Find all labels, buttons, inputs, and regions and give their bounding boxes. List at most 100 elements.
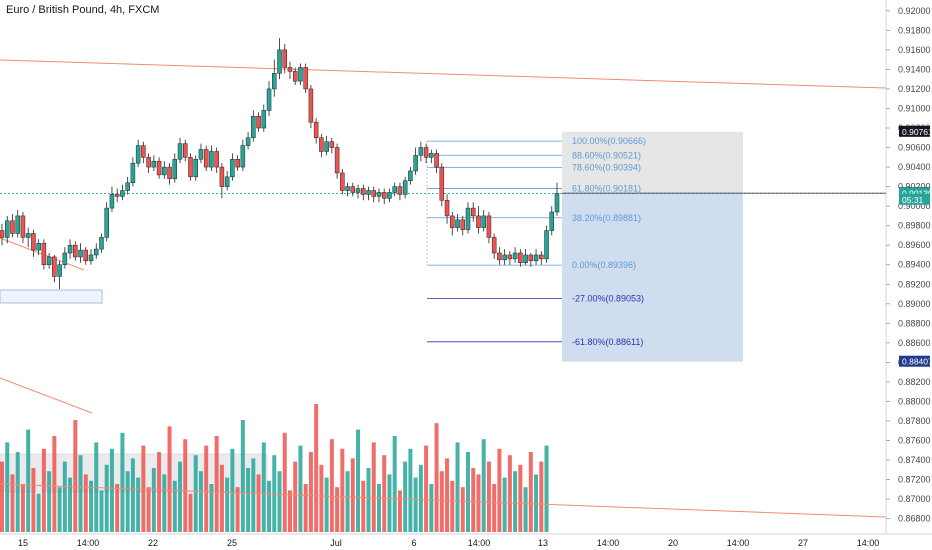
- y-tick-label: 0.88600: [898, 338, 931, 348]
- candle-down: [41, 242, 47, 265]
- volume-bar: [115, 484, 120, 532]
- price-badge: [899, 187, 930, 199]
- volume-bar: [345, 471, 350, 532]
- volume-bar: [20, 484, 25, 532]
- candle-up: [502, 254, 507, 261]
- volume-bar: [78, 455, 83, 532]
- volume-bar: [518, 464, 523, 532]
- candle-down: [10, 220, 15, 234]
- candle-up: [345, 186, 350, 191]
- fib-level-label: 61.80%(0.90181): [572, 183, 641, 193]
- volume-bar: [319, 464, 324, 532]
- y-tick-label: 0.88000: [898, 396, 931, 406]
- candle-down: [528, 254, 534, 262]
- y-tick-label: 0.90000: [898, 201, 931, 211]
- fib-level-label: 38.20%(0.89881): [572, 213, 641, 223]
- candle-up: [104, 207, 109, 238]
- y-tick-label: 0.91600: [898, 45, 931, 55]
- candle-down: [20, 215, 26, 238]
- lower-trend-line: [0, 483, 887, 518]
- volume-bar: [324, 477, 329, 532]
- candle-down: [83, 249, 89, 262]
- candle-up: [366, 190, 371, 195]
- candle-down: [434, 153, 439, 168]
- x-tick-label: 15: [18, 538, 28, 548]
- y-tick-label: 0.91800: [898, 25, 931, 35]
- volume-bar: [476, 474, 481, 532]
- candle-down: [52, 256, 57, 277]
- y-tick-label: 0.90400: [898, 162, 931, 172]
- candle-up: [209, 151, 214, 168]
- volume-bar: [513, 471, 518, 532]
- candle-up: [230, 159, 235, 178]
- volume-bar: [267, 480, 272, 532]
- x-tick-label: 14:00: [597, 538, 620, 548]
- time-axis[interactable]: 15 14:00 22 25 Jul 6 14:00 13 14:00 20 14:00 27 14:0…: [0, 533, 932, 550]
- volume-bar: [413, 477, 418, 532]
- volume-bar: [68, 477, 73, 532]
- volume-bar: [361, 480, 366, 532]
- fib-level-label: 100.00%(0.90666): [572, 136, 646, 146]
- candle-down: [188, 157, 193, 178]
- volume-bar: [183, 439, 188, 532]
- candles: [0, 38, 560, 290]
- volume-bar: [141, 445, 146, 532]
- price-badge-label: 05:31: [902, 195, 924, 205]
- projection-box-bottom: [562, 193, 743, 362]
- y-tick-label: 0.87600: [898, 436, 931, 446]
- candle-up: [376, 192, 382, 197]
- y-tick-label: 0.89200: [898, 279, 931, 289]
- candle-down: [470, 207, 476, 217]
- volume-bar: [188, 493, 193, 532]
- volume-bar: [26, 429, 31, 532]
- candle-up: [36, 242, 41, 251]
- volume-bar: [178, 461, 183, 532]
- candle-up: [429, 153, 434, 158]
- price-badge-label: 0.90761: [902, 127, 932, 137]
- candle-up: [402, 180, 408, 195]
- candle-up: [172, 159, 178, 180]
- candle-down: [183, 143, 188, 158]
- candle-up: [15, 215, 20, 234]
- candle-up: [266, 88, 272, 111]
- volume-bar: [471, 468, 476, 532]
- candle-down: [381, 192, 387, 199]
- candle-up: [120, 190, 125, 197]
- volume-bar: [408, 448, 413, 532]
- y-tick-label: 0.87400: [898, 455, 931, 465]
- price-badge-label: 0.88407: [902, 357, 932, 367]
- volume-bar: [41, 448, 46, 532]
- candle-down: [361, 188, 366, 195]
- volume-bar: [486, 461, 491, 532]
- volume-bar: [125, 471, 130, 532]
- candle-down: [214, 151, 219, 168]
- price-badge: [899, 193, 930, 205]
- price-badge-label: 0.90130: [902, 188, 932, 198]
- candle-down: [450, 215, 455, 228]
- volume-bar: [31, 468, 36, 532]
- candle-down: [292, 71, 298, 82]
- x-tick-label: 27: [798, 538, 808, 548]
- volume-bar: [356, 429, 361, 532]
- volume-trend-line: [0, 377, 93, 414]
- candle-down: [439, 166, 445, 201]
- candle-down: [73, 244, 78, 258]
- candle-up: [177, 143, 183, 160]
- candle-down: [486, 215, 492, 238]
- volume-bar: [62, 461, 67, 532]
- volume-bar: [350, 458, 355, 532]
- volume-bar: [219, 464, 224, 532]
- volume-bar: [151, 468, 156, 532]
- x-tick-label: 20: [668, 538, 678, 548]
- volume-bar: [272, 455, 277, 532]
- fib-level-label: -61.80%(0.88611): [572, 337, 643, 347]
- fib-level-label: -27.00%(0.89053): [572, 294, 644, 304]
- candle-down: [146, 157, 151, 168]
- candle-up: [392, 186, 397, 193]
- candle-down: [313, 121, 319, 139]
- fibonacci-levels[interactable]: 100.00%(0.90666) 88.60%(0.90521) 78.60%(0.…: [426, 136, 646, 347]
- price-axis[interactable]: 0.92000 0.91800 0.91600 0.91400 0.91200 0.910…: [885, 0, 932, 550]
- volume-bar: [193, 455, 198, 532]
- volume-bar: [523, 487, 528, 532]
